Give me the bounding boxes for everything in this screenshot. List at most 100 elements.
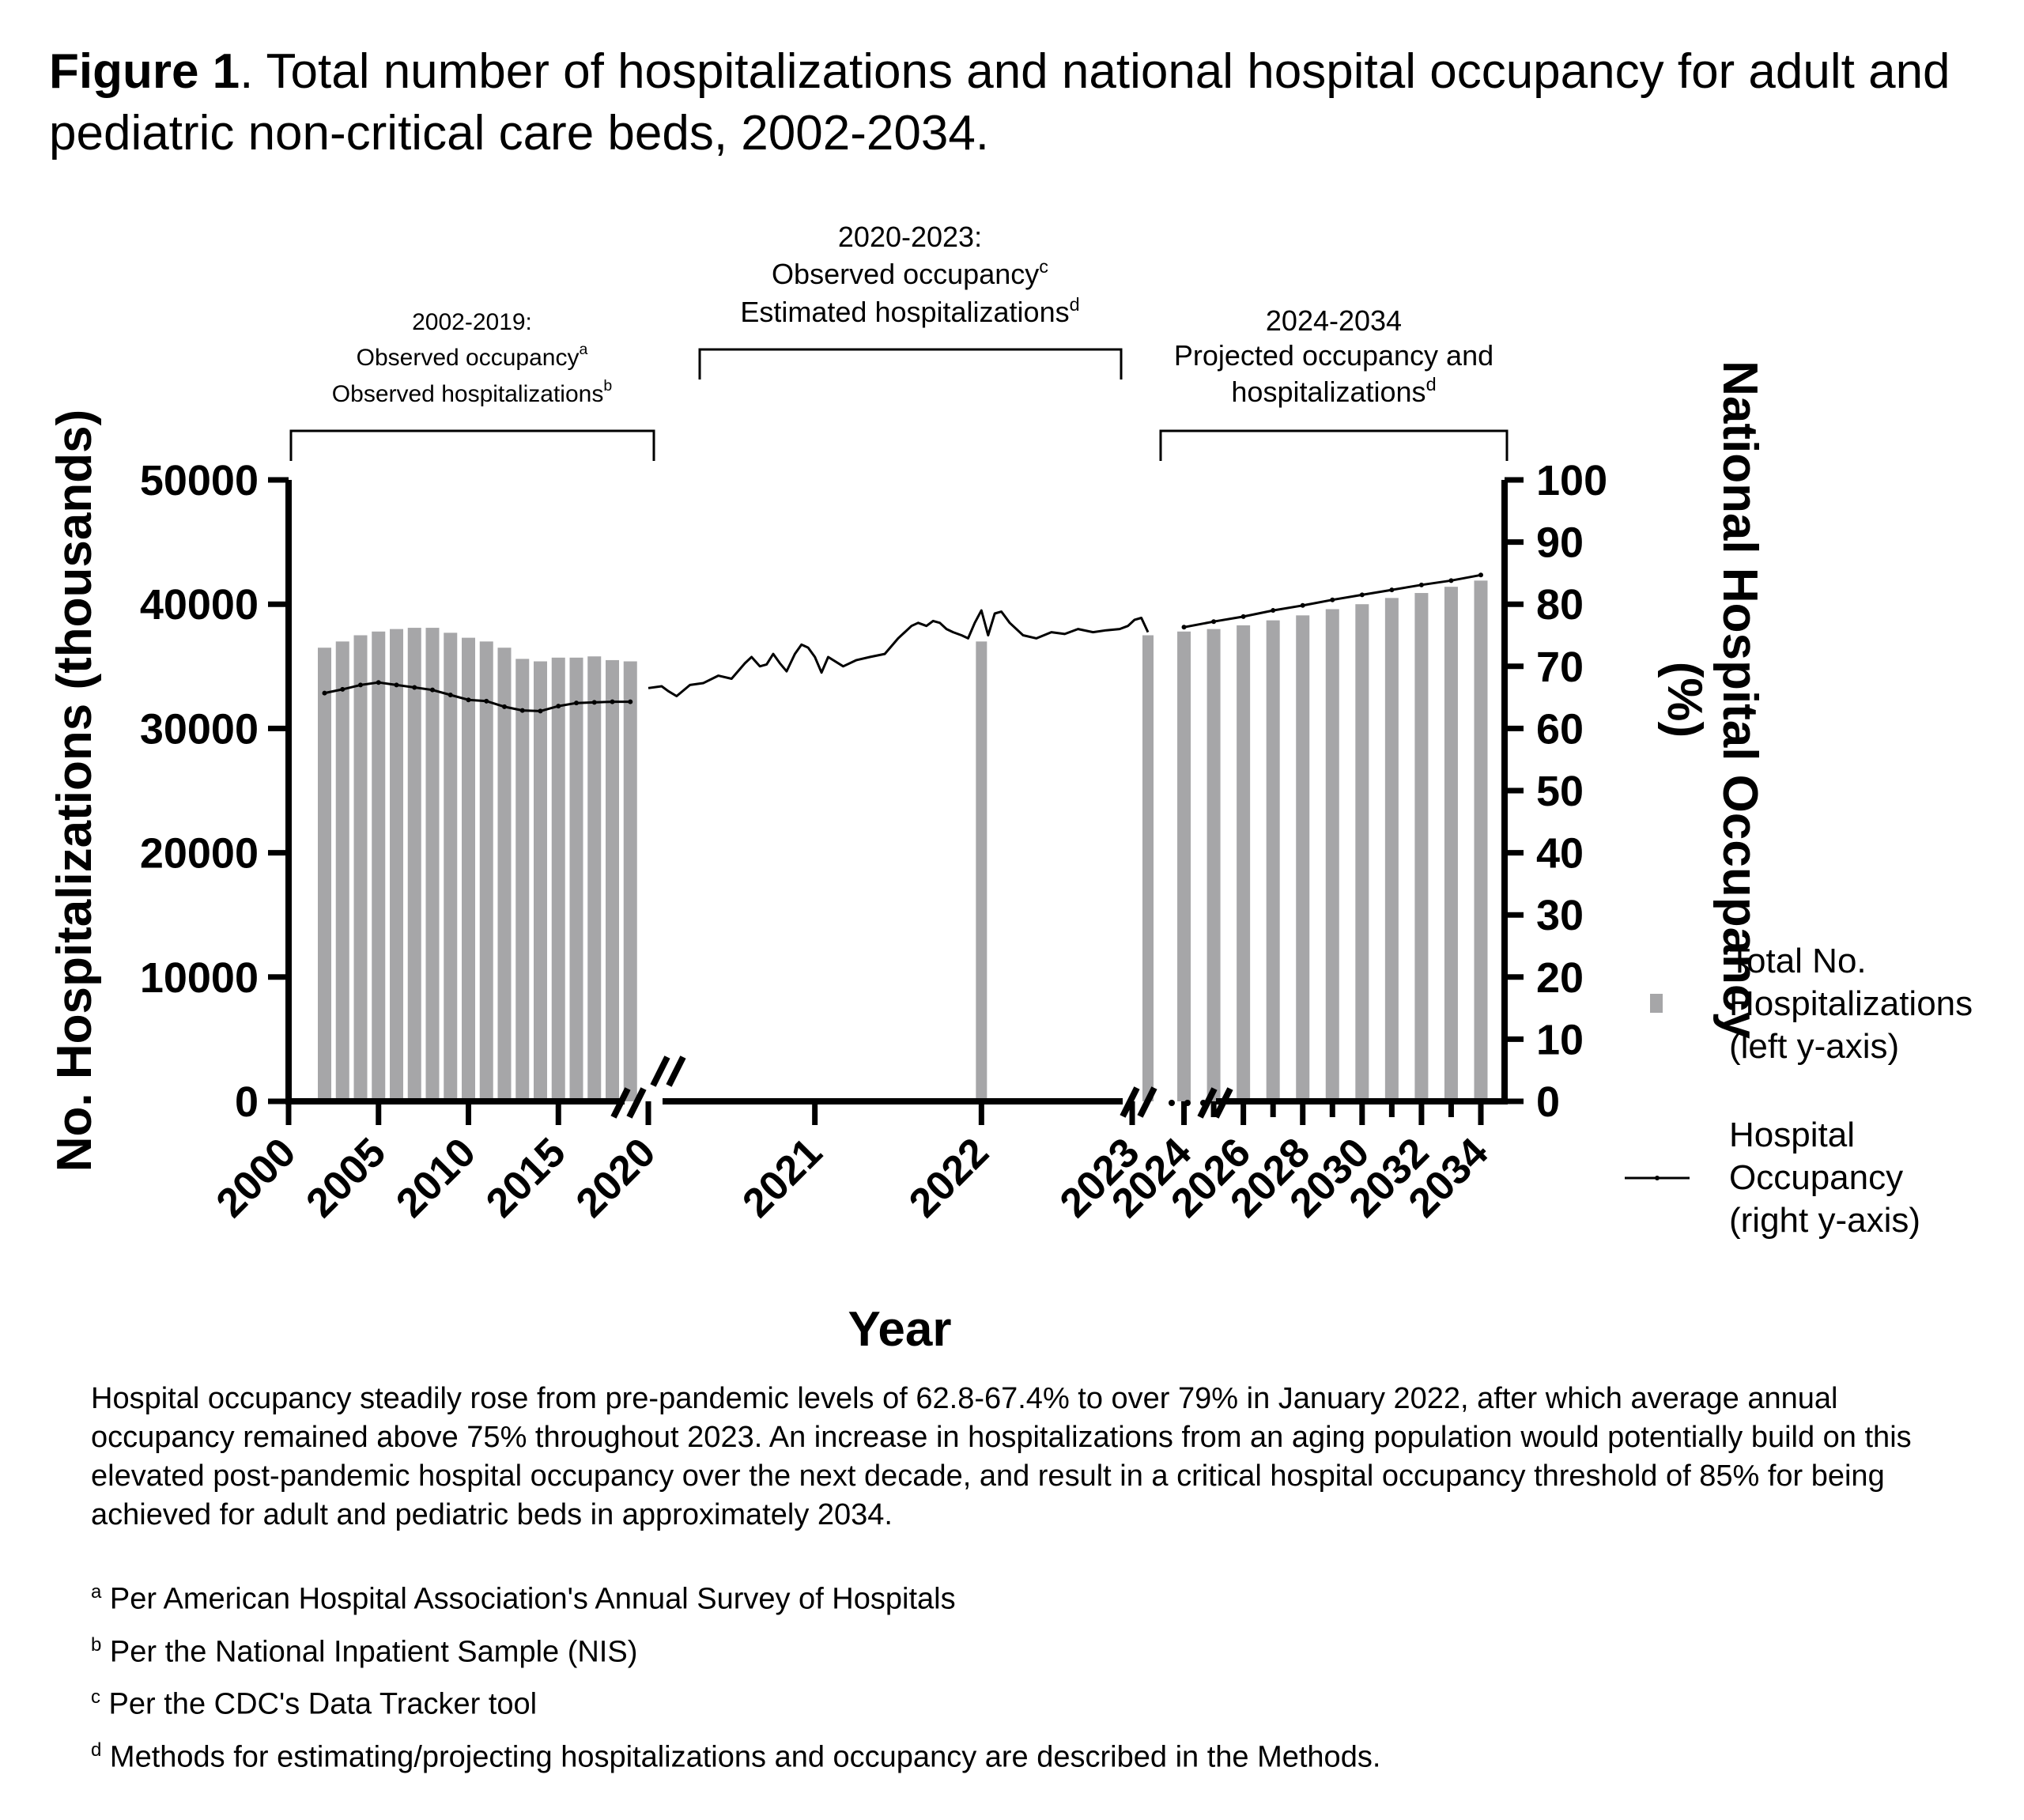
hospitalizations-bar-2012	[497, 648, 512, 1101]
x-tick-label-2022: 2022	[901, 1129, 998, 1226]
footnote-d: d Methods for estimating/projecting hosp…	[91, 1739, 1381, 1774]
occupancy-point-2011	[484, 698, 489, 704]
axis-break-mark-2023-1	[1137, 1086, 1157, 1118]
x-tick-label-2015: 2015	[478, 1129, 575, 1226]
axis-break-mark-3	[666, 1055, 686, 1087]
occupancy-point-2008	[430, 687, 435, 693]
x-tick-label-2010: 2010	[387, 1129, 485, 1226]
hospitalizations-bar-2032	[1414, 593, 1429, 1101]
hospitalizations-bar-2034	[1474, 580, 1488, 1101]
legend-occupancy-line2: Occupancy	[1729, 1158, 1903, 1197]
hospitalizations-bar-2007	[407, 628, 421, 1101]
period-annotation-2024-2034-line3: hospitalizationsd	[1231, 374, 1436, 408]
occupancy-point-2018	[610, 699, 615, 704]
hospitalizations-bar-2014	[534, 661, 547, 1101]
hospitalizations-bar-2004	[353, 635, 368, 1101]
hospitalizations-bar-2026	[1237, 625, 1251, 1101]
right-y-tick-label-10: 10	[1536, 1016, 1584, 1063]
right-y-tick-label-100: 100	[1536, 457, 1607, 504]
hospitalizations-bar-2005	[372, 631, 386, 1101]
footnote-a: a Per American Hospital Association's An…	[91, 1581, 956, 1616]
combo-chart: 0 10000 20000 30000 40000 50000 0 10 20 30 40 50 60 7…	[47, 221, 1973, 1357]
occupancy-point-2029	[1330, 597, 1335, 602]
axis-break-mark-2024-1	[1213, 1087, 1233, 1119]
left-y-tick-label-50000: 50000	[140, 457, 259, 504]
x-axis-title: Year	[848, 1302, 951, 1357]
footnote-c: c Per the CDC's Data Tracker tool	[91, 1686, 538, 1721]
legend-occupancy-line1: Hospital	[1729, 1116, 1855, 1154]
occupancy-point-2025	[1211, 619, 1217, 625]
right-y-tick-label-60: 60	[1536, 705, 1584, 753]
occupancy-point-2016	[574, 700, 579, 706]
figure-title: Figure 1. Total number of hospitalizatio…	[49, 41, 1978, 164]
hospitalizations-bar-2016	[569, 657, 583, 1101]
occupancy-point-2006	[394, 682, 399, 688]
right-y-tick-label-70: 70	[1536, 644, 1584, 691]
figure-label: Figure 1	[49, 44, 240, 99]
legend-occupancy-line3: (right y-axis)	[1729, 1201, 1920, 1240]
period-bracket-2024-2034	[1159, 429, 1509, 461]
occupancy-point-2030	[1359, 592, 1365, 598]
right-y-tick-label-90: 90	[1536, 519, 1584, 567]
left-y-tick-label-10000: 10000	[140, 954, 259, 1002]
occupancy-point-2033	[1448, 578, 1454, 583]
hospitalizations-bar-2031	[1384, 598, 1399, 1101]
x-tick-label-2005: 2005	[297, 1129, 395, 1226]
right-y-axis-title-line1: National Hospital Occupancy	[1712, 361, 1767, 1039]
axis-break-mark-1	[626, 1087, 647, 1119]
hospitalizations-bar-2006	[390, 629, 403, 1101]
hospitalizations-bar-2018	[606, 659, 619, 1101]
hospitalizations-bar-2002	[318, 648, 331, 1101]
occupancy-point-2014	[538, 708, 543, 714]
occupancy-point-2027	[1271, 608, 1276, 614]
occupancy-point-2032	[1418, 582, 1424, 587]
period-bracket-2002-2019	[289, 429, 655, 461]
hospitalizations-bar-2003	[335, 641, 349, 1101]
period-annotation-2002-2019-line3: Observed hospitalizationsb	[332, 377, 613, 407]
occupancy-point-2017	[591, 700, 597, 705]
hospitalizations-bar-2013	[515, 659, 530, 1101]
x-tick-label-2000: 2000	[208, 1129, 305, 1226]
x-tick-label-2021: 2021	[734, 1129, 831, 1226]
axis-break-mark-0	[610, 1087, 631, 1119]
x-tick-label-2020: 2020	[568, 1129, 665, 1226]
legend-hospitalizations-line1: Total No.	[1729, 942, 1867, 980]
hospitalizations-bar-2009	[444, 632, 458, 1101]
occupancy-point-2015	[556, 704, 561, 709]
hospitalizations-bar-2008	[425, 628, 440, 1101]
hospitalizations-bar-2024	[1177, 631, 1191, 1101]
right-y-tick-label-50: 50	[1536, 768, 1584, 815]
occupancy-point-2019	[628, 699, 633, 704]
occupancy-point-2007	[412, 685, 417, 690]
right-y-tick-label-0: 0	[1536, 1078, 1560, 1126]
occupancy-point-2026	[1240, 614, 1246, 619]
left-y-tick-label-20000: 20000	[140, 830, 259, 878]
occupancy-point-2031	[1389, 587, 1395, 593]
right-y-tick-label-30: 30	[1536, 892, 1584, 939]
left-y-tick-label-40000: 40000	[140, 581, 259, 629]
occupancy-point-2004	[358, 682, 363, 688]
legend-hospitalizations-line3: (left y-axis)	[1729, 1027, 1899, 1066]
occupancy-point-2002	[322, 690, 327, 696]
legend-hospitalizations-line2: Hospitalizations	[1729, 984, 1973, 1023]
footnote-b: b Per the National Inpatient Sample (NIS…	[91, 1633, 638, 1669]
right-y-tick-label-80: 80	[1536, 581, 1584, 629]
hospitalizations-bar-2027	[1266, 620, 1280, 1101]
hospitalizations-bar-2025	[1206, 629, 1221, 1101]
period-bracket-2020-2023	[698, 348, 1123, 379]
period-annotation-2024-2034-line2: Projected occupancy and	[1174, 339, 1493, 372]
hospitalizations-bar-2029	[1325, 609, 1339, 1101]
left-y-tick-label-0: 0	[235, 1078, 259, 1126]
hospitalizations-bar-2015	[551, 657, 565, 1101]
hospitalizations-bar-2022	[976, 641, 987, 1101]
period-annotation-2002-2019-line2: Observed occupancya	[357, 341, 588, 371]
occupancy-point-2005	[376, 680, 381, 685]
occupancy-line-2002-2019	[324, 681, 631, 712]
legend-bar-swatch	[1650, 994, 1663, 1013]
occupancy-point-2012	[502, 704, 507, 709]
left-y-tick-label-30000: 30000	[140, 705, 259, 753]
occupancy-point-2010	[466, 697, 471, 703]
period-annotation-2020-2023-line3: Estimated hospitalizationsd	[740, 294, 1079, 328]
figure-title-text: . Total number of hospitalizations and n…	[49, 44, 1950, 160]
hospitalizations-bar-2011	[479, 641, 493, 1101]
